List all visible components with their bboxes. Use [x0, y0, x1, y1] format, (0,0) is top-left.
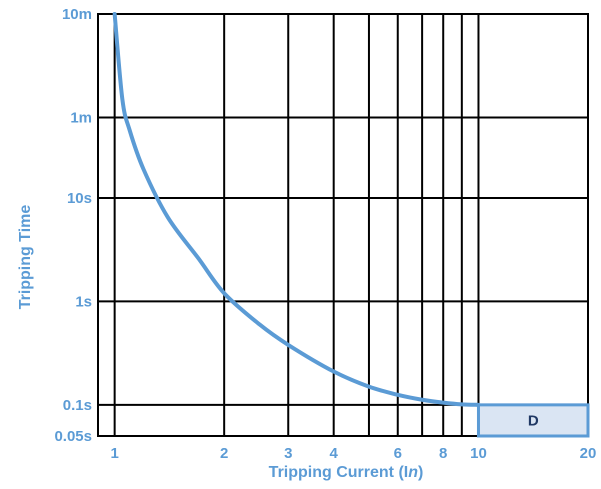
- x-tick-label: 8: [439, 445, 447, 462]
- x-tick-label: 10: [470, 445, 487, 462]
- trip-zone: D: [476, 403, 590, 438]
- x-tick-label: 6: [394, 445, 402, 462]
- trip-zone-box: [476, 403, 590, 438]
- x-tick-label: 4: [330, 445, 339, 462]
- series-group: [112, 12, 481, 407]
- x-tick-label: 2: [220, 445, 228, 462]
- tripping-curve-line: [112, 12, 481, 407]
- y-axis-title: Tripping Time: [17, 205, 34, 310]
- x-tick-label: 3: [284, 445, 292, 462]
- x-axis-title-suffix: ): [418, 464, 423, 481]
- x-axis-title: Tripping Current (In): [269, 464, 424, 481]
- y-tick-label: 10s: [67, 190, 92, 207]
- trip-zone-label: D: [528, 412, 539, 429]
- y-tick-label: 0.1s: [63, 397, 92, 414]
- y-tick-label: 10m: [62, 6, 92, 23]
- y-tick-label: 1s: [75, 293, 92, 310]
- x-axis-title-prefix: Tripping Current (I: [269, 464, 409, 481]
- y-tick-label: 0.05s: [54, 428, 92, 445]
- y-tick-label: 1m: [70, 109, 92, 126]
- y-tick-labels: 10m 1m 10s 1s 0.1s 0.05s: [54, 6, 92, 445]
- grid: [97, 13, 589, 437]
- x-tick-labels: 1 2 3 4 6 8 10 20: [110, 445, 596, 462]
- x-axis-title-italic: n: [408, 464, 418, 481]
- x-tick-label: 20: [580, 445, 597, 462]
- x-tick-label: 1: [110, 445, 118, 462]
